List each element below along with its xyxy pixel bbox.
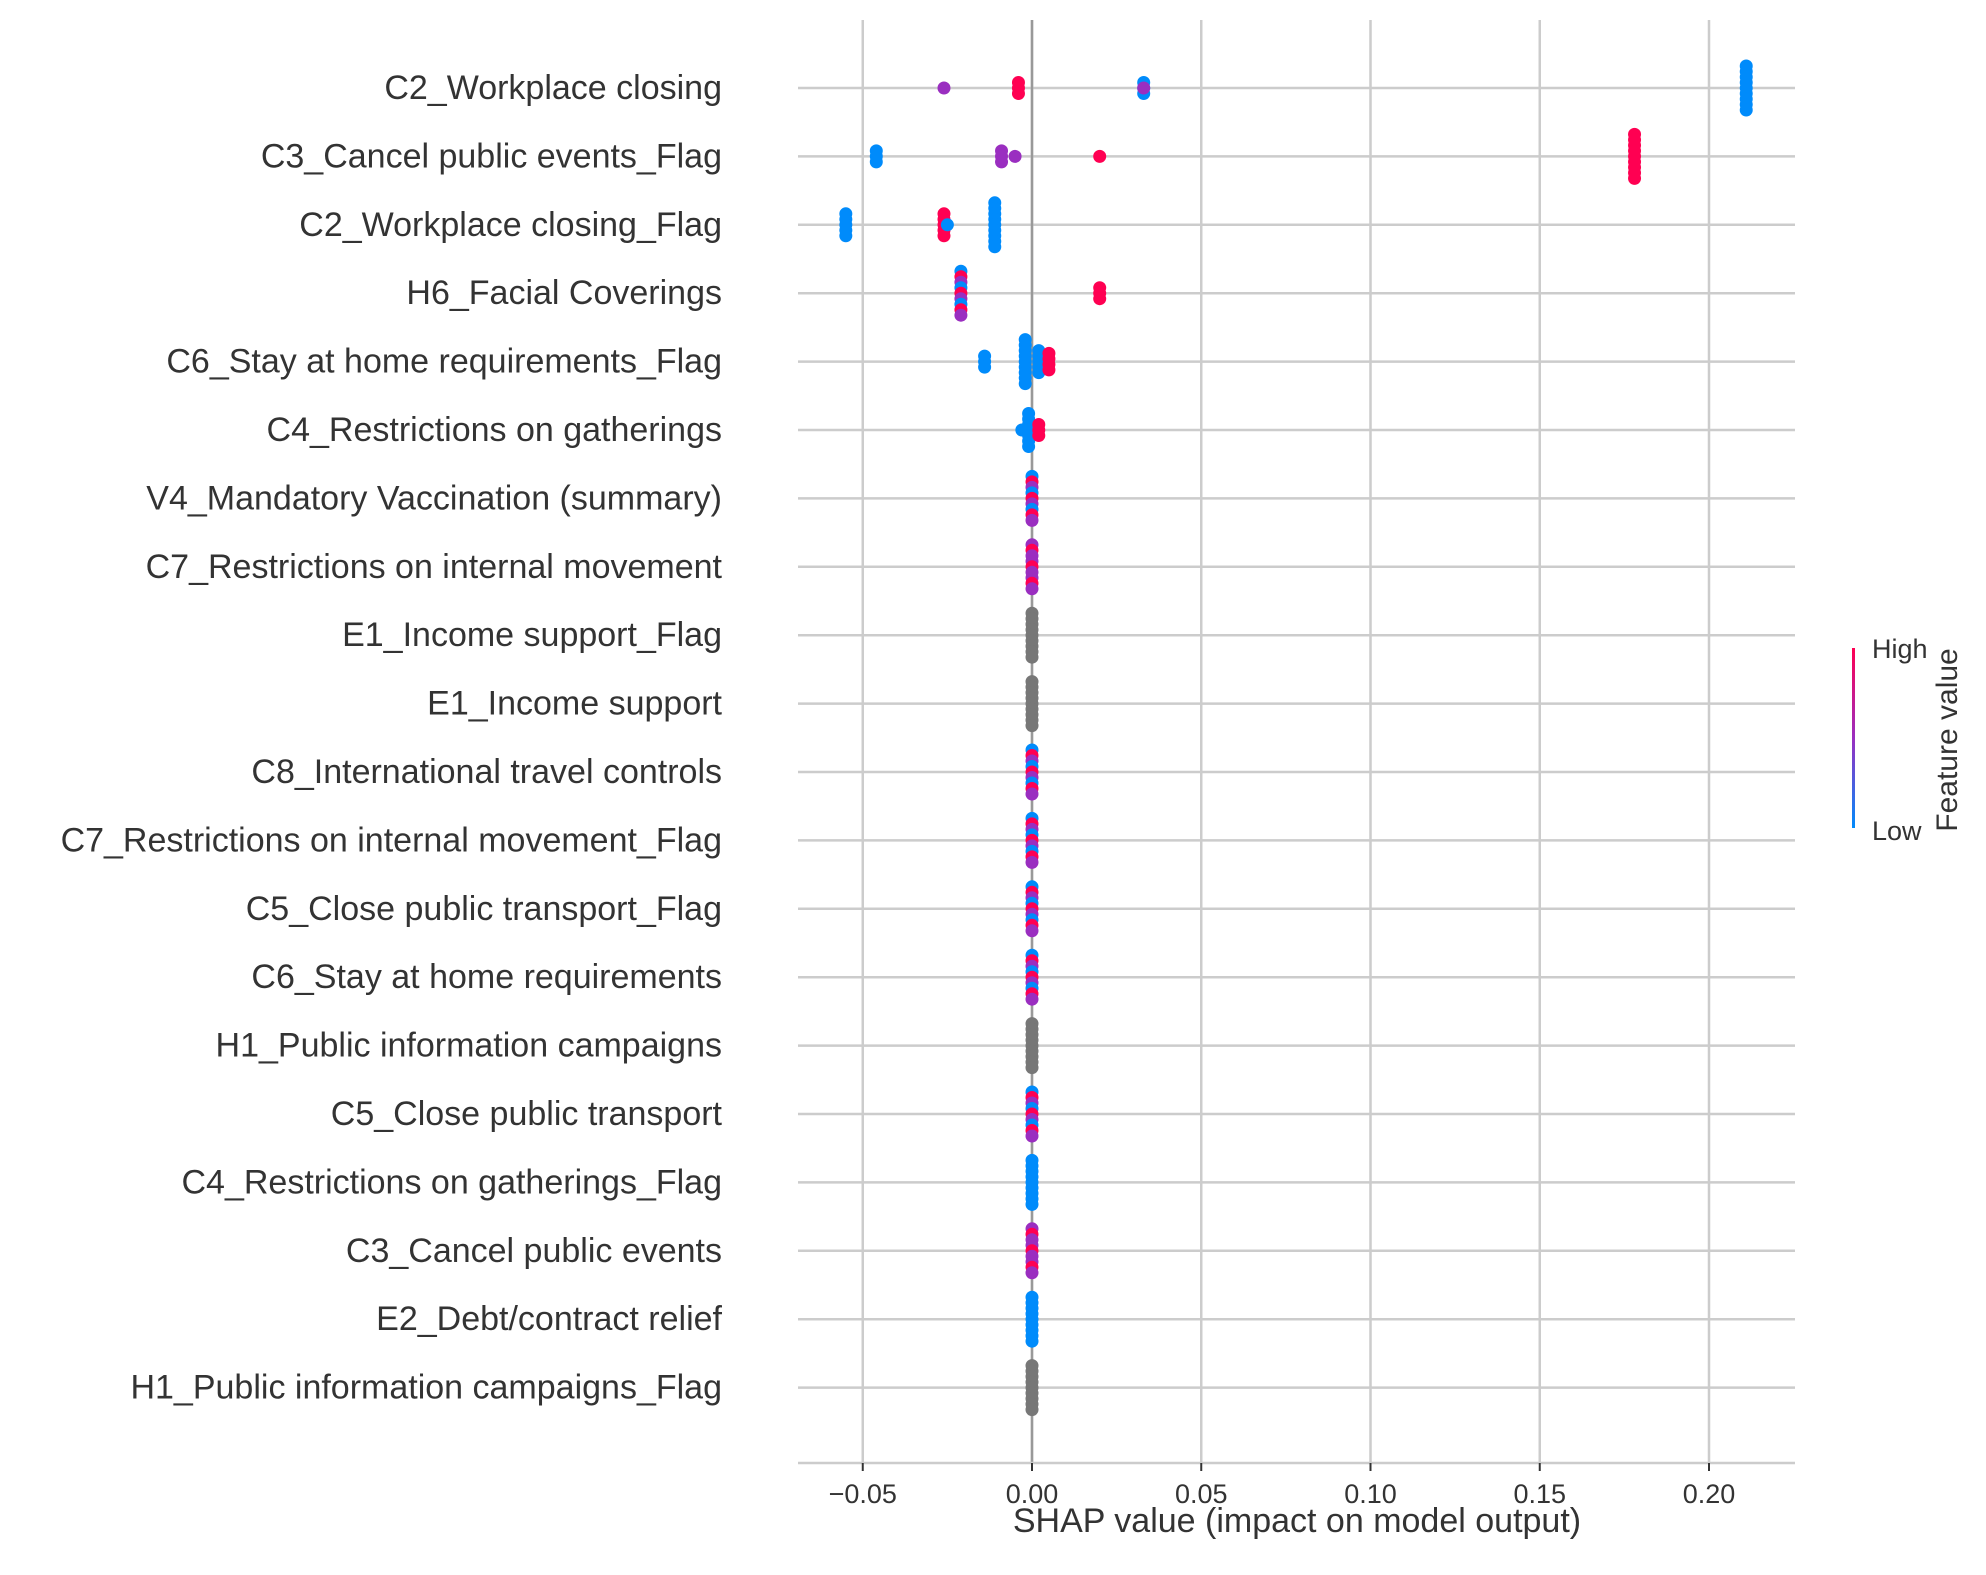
shap-point bbox=[1025, 719, 1039, 733]
colorbar-gradient bbox=[1852, 648, 1855, 828]
shap-point bbox=[1025, 1334, 1039, 1348]
shap-point bbox=[1025, 992, 1039, 1006]
shap-point bbox=[995, 155, 1009, 169]
feature-label: E1_Income support_Flag bbox=[342, 616, 722, 654]
feature-label: V4_Mandatory Vaccination (summary) bbox=[146, 479, 722, 517]
feature-label: C8_International travel controls bbox=[251, 753, 722, 791]
x-tick-label: 0.05 bbox=[1175, 1479, 1228, 1509]
shap-point bbox=[1025, 787, 1039, 801]
feature-label: H1_Public information campaigns bbox=[216, 1027, 722, 1065]
feature-label: E1_Income support bbox=[427, 685, 722, 723]
shap-point bbox=[1025, 1403, 1039, 1417]
shap-point bbox=[1025, 1197, 1039, 1211]
shap-point bbox=[1018, 377, 1032, 391]
shap-point bbox=[1025, 513, 1039, 527]
feature-label: H1_Public information campaigns_Flag bbox=[130, 1369, 722, 1407]
points-layer bbox=[839, 59, 1753, 1417]
feature-labels: C2_Workplace closing C3_Cancel public eve… bbox=[61, 69, 723, 1407]
shap-point bbox=[954, 308, 968, 322]
shap-point bbox=[940, 218, 954, 232]
colorbar-high-label: High bbox=[1872, 634, 1928, 664]
colorbar: High Low Feature value bbox=[1852, 634, 1964, 846]
x-tick-label: 0.20 bbox=[1683, 1479, 1736, 1509]
feature-label: H6_Facial Coverings bbox=[406, 274, 722, 312]
shap-point bbox=[1025, 855, 1039, 869]
x-tick-label: 0.10 bbox=[1344, 1479, 1397, 1509]
shap-point bbox=[1025, 582, 1039, 596]
colorbar-title: Feature value bbox=[1931, 648, 1964, 831]
shap-point bbox=[1739, 103, 1753, 117]
colorbar-low-label: Low bbox=[1872, 816, 1922, 846]
shap-point bbox=[1032, 429, 1046, 442]
feature-label: C5_Close public transport_Flag bbox=[246, 890, 722, 928]
feature-label: C4_Restrictions on gatherings bbox=[267, 411, 722, 449]
shap-point bbox=[1093, 149, 1107, 163]
feature-label: C7_Restrictions on internal movement bbox=[146, 548, 723, 586]
shap-point bbox=[1042, 363, 1056, 377]
shap-point bbox=[1025, 1266, 1039, 1280]
shap-point bbox=[1032, 366, 1046, 380]
feature-label: C4_Restrictions on gatherings_Flag bbox=[181, 1163, 722, 1201]
x-tick-label: −0.05 bbox=[829, 1479, 897, 1509]
shap-point bbox=[988, 240, 1002, 254]
shap-point bbox=[1025, 924, 1039, 938]
axes-layer: −0.05 0.00 0.05 0.10 0.15 0.20 bbox=[798, 1461, 1795, 1509]
shap-point bbox=[839, 229, 853, 243]
shap-point bbox=[1025, 1129, 1039, 1143]
feature-label: C3_Cancel public events bbox=[346, 1232, 722, 1270]
shap-point bbox=[1137, 81, 1151, 95]
shap-point bbox=[937, 229, 951, 243]
shap-point bbox=[1022, 440, 1036, 453]
x-axis-title: SHAP value (impact on model output) bbox=[1013, 1502, 1581, 1540]
shap-point bbox=[1025, 650, 1039, 664]
shap-point bbox=[869, 155, 883, 169]
shap-point bbox=[1025, 1061, 1039, 1075]
shap-point bbox=[1628, 171, 1642, 185]
feature-label: C7_Restrictions on internal movement_Fla… bbox=[61, 821, 722, 859]
shap-point bbox=[1011, 87, 1025, 100]
feature-label: C2_Workplace closing bbox=[384, 69, 722, 107]
shap-point bbox=[1093, 292, 1107, 306]
shap-point bbox=[937, 81, 951, 95]
feature-label: E2_Debt/contract relief bbox=[376, 1300, 722, 1338]
feature-label: C6_Stay at home requirements bbox=[251, 958, 722, 996]
shap-point bbox=[1008, 149, 1022, 163]
x-tick-label: 0.00 bbox=[1006, 1479, 1059, 1509]
feature-label: C2_Workplace closing_Flag bbox=[299, 206, 722, 244]
feature-label: C3_Cancel public events_Flag bbox=[261, 137, 722, 175]
grid-layer bbox=[798, 20, 1795, 1463]
feature-label: C6_Stay at home requirements_Flag bbox=[166, 343, 722, 381]
shap-point bbox=[978, 360, 992, 374]
x-tick-label: 0.15 bbox=[1513, 1479, 1566, 1509]
feature-label: C5_Close public transport bbox=[331, 1095, 723, 1133]
